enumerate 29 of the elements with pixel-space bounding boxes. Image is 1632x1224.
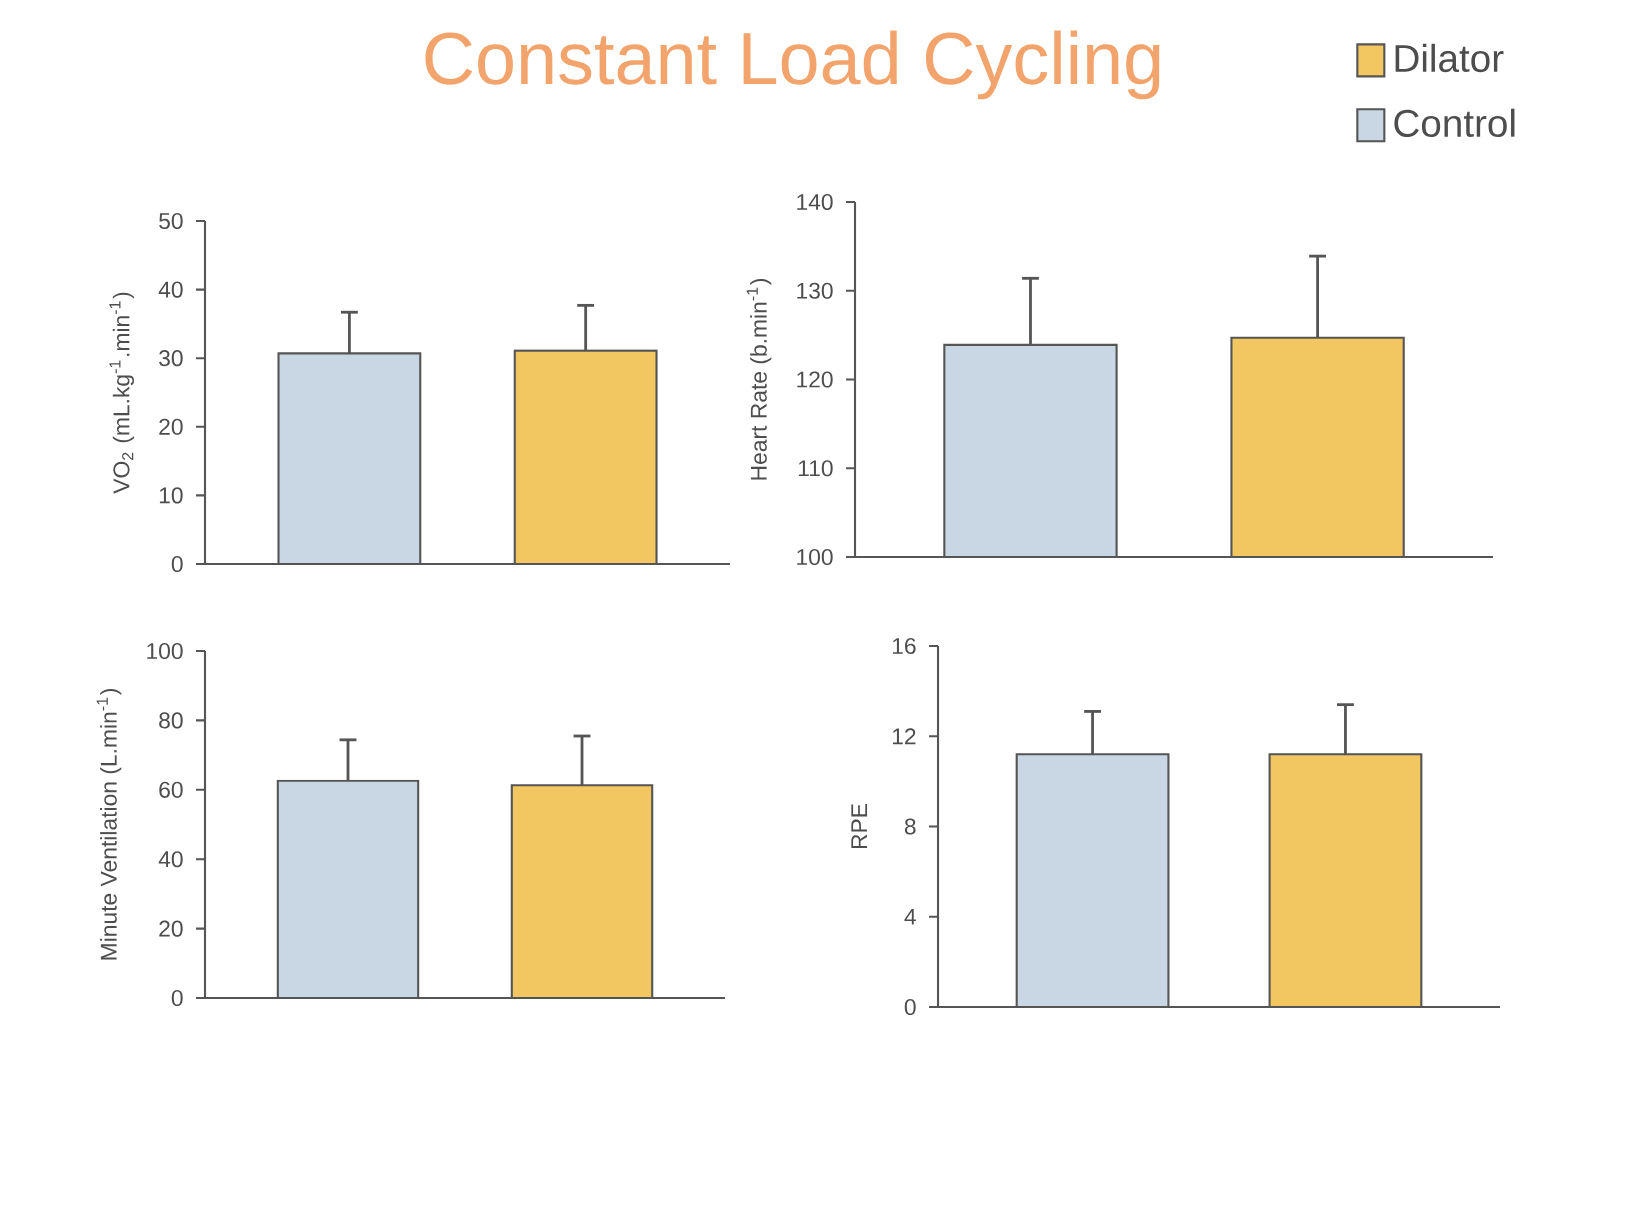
y-tick-label: 12 xyxy=(892,728,916,745)
legend-label: Control xyxy=(1394,108,1515,138)
y-tick-label: 130 xyxy=(797,282,833,299)
y-tick-label: 50 xyxy=(159,212,183,230)
legend-label: Dilator xyxy=(1395,43,1504,73)
chart-title: Constant Load Cycling xyxy=(425,30,1160,100)
y-tick-label: 100 xyxy=(147,642,183,660)
y-tick-label: 4 xyxy=(904,908,916,925)
y-tick-label: 100 xyxy=(797,548,833,566)
y-axis-title: Heart Rate (b.min$^{-1}$) xyxy=(746,278,772,480)
y-tick-label: 8 xyxy=(904,818,916,835)
y-tick-label: 40 xyxy=(158,851,183,868)
y-tick-label: 120 xyxy=(797,371,833,388)
y-axis-title: VO$_{2}$ (mL.kg$^{-1}$.min$^{-1}$) xyxy=(109,292,135,494)
y-axis-title: RPE xyxy=(851,804,868,849)
y-tick-label: 20 xyxy=(159,920,183,937)
y-tick-label: 10 xyxy=(159,487,183,504)
y-tick-label: 20 xyxy=(159,418,183,435)
y-tick-label: 80 xyxy=(159,712,183,729)
y-tick-label: 110 xyxy=(798,460,833,477)
y-tick-label: 0 xyxy=(171,989,183,1007)
y-axis-title: Minute Ventilation (L.min$^{-1}$) xyxy=(96,689,122,960)
y-tick-label: 140 xyxy=(797,193,833,211)
y-tick-label: 30 xyxy=(159,350,183,367)
y-tick-label: 60 xyxy=(159,781,183,798)
y-tick-label: 0 xyxy=(904,998,916,1016)
y-tick-label: 0 xyxy=(171,555,183,573)
y-tick-label: 16 xyxy=(892,637,916,655)
y-tick-label: 40 xyxy=(158,281,183,298)
